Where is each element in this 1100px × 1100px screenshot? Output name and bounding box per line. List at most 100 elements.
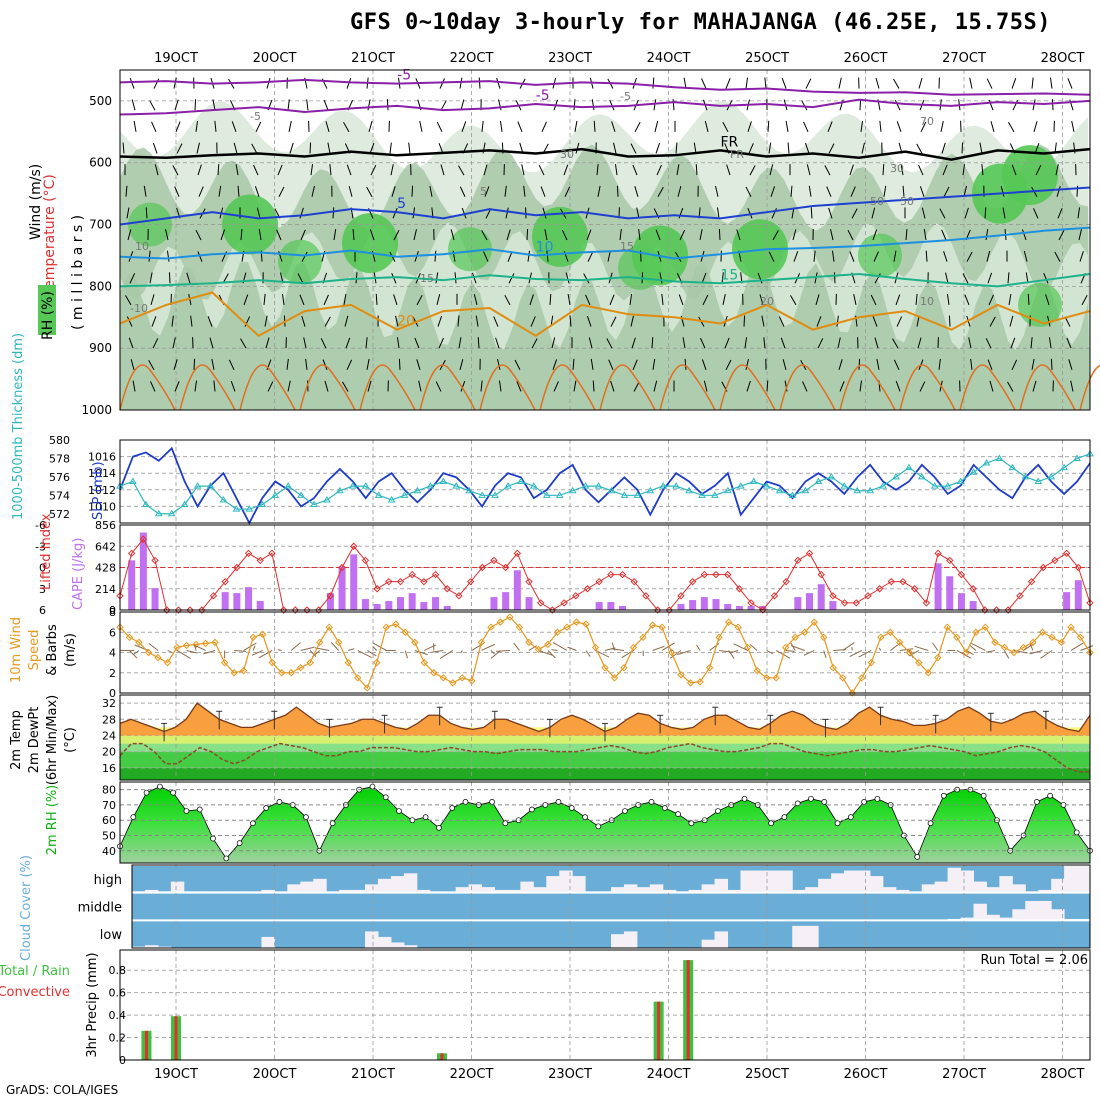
wind-barb [541,121,547,133]
wind-barb [1077,207,1081,219]
wind-barb [875,77,880,89]
contour-label: -5 [250,110,261,123]
wind-barb [828,207,833,219]
isotherm-label: 20 [397,314,415,330]
wind-barb [1007,381,1014,392]
wind-barb [193,358,196,370]
wind-barb [985,229,989,241]
temp-tick-label: 16 [102,762,116,775]
li-marker [127,549,136,558]
cloud-high-bar [170,881,185,893]
slp-tick-label: 1012 [88,484,116,497]
wind-barb [851,208,858,219]
wind-barb [389,142,392,154]
rh-point [223,855,230,862]
rh-point [210,835,216,842]
cloud-frame [131,864,1091,949]
li-marker [957,570,966,579]
wind-barb [744,337,748,349]
wind-speed-marker [943,623,952,631]
precip-tick-label: 0.2 [109,1032,127,1045]
rh-point [847,814,854,821]
wind10-barb [192,643,206,651]
wind-barb [961,142,964,154]
li-marker [303,606,311,614]
top-date-label: 25OCT [745,51,789,66]
cloud-high-bar [352,889,366,893]
wind-barb [286,358,289,370]
wind10-barb [513,642,520,651]
wind-barb [149,100,156,111]
cloud-high-bar [300,881,314,893]
wind-barb [718,228,721,241]
wind-speed-marker [601,663,609,672]
wind-barb [918,164,924,176]
lifted-index-axis-label: Lifted Index [39,513,54,590]
wind-barb [1010,337,1016,349]
isotherm-25-line [1079,364,1100,411]
wind-barb [596,164,599,176]
wind-barb [267,381,274,392]
wind-barb [747,121,752,132]
wind-barb [481,120,484,132]
cloud-high-bar [649,884,664,893]
wind-barb [484,186,490,197]
cloud-high-bar [714,878,729,893]
wind-barb [1057,207,1063,219]
cape-bar [490,597,498,610]
top-date-label: 26OCT [844,51,888,66]
rh-point [1073,829,1080,836]
isotherm-25-line [959,364,1016,411]
wind10-barb [733,643,748,651]
wind-barb [586,315,592,327]
contour-label: 15 [420,272,434,285]
wind10-barb [330,642,340,651]
wind-barb [514,359,521,371]
li-marker [1004,606,1012,614]
contour-label: 50 [900,195,914,208]
wind-speed-marker [1076,633,1085,642]
wind-barb [197,164,202,176]
wind-speed-marker [591,643,600,652]
li-marker [174,606,183,614]
wind-barb [497,358,501,370]
wind-barb [946,293,950,305]
wind-barb [540,186,546,197]
wind-barb [592,380,595,392]
cape-bar [1063,592,1071,610]
wind-barb [435,272,439,284]
wind-barb [679,229,686,241]
wind-barb [521,164,525,176]
wind-barb [715,185,719,197]
wind-barb [923,229,927,241]
wind-barb [989,316,996,327]
wind-speed-marker [515,623,524,631]
cape-bar [747,606,755,610]
wind-speed-marker [953,633,961,642]
cape-bar [502,592,510,610]
li-marker [677,592,685,600]
li-tick-label: 0 [39,562,46,575]
li-marker [934,549,942,558]
wind-barb [265,337,270,349]
wind-barb [508,273,515,284]
wind-barb [369,229,375,241]
bottom-date-label: 28OCT [1041,1067,1085,1082]
cloud-low-bar [144,945,159,948]
wind-barb [346,164,352,176]
wind-speed-marker [620,663,628,672]
wind-barb [299,207,304,219]
wind-barb [1070,380,1074,392]
wind-speed-marker [363,684,371,692]
cape-bar [619,606,627,610]
isotherm-label: 5 [397,196,406,212]
cloud-high-bar [455,887,470,893]
cape-tick-label: 428 [95,562,116,575]
wind-barb [289,142,294,154]
wind-barb [561,229,568,241]
temp-tick-label: 32 [102,697,116,710]
li-marker [747,599,755,607]
grads-credit: GrADS: COLA/IGES [6,1083,119,1097]
thickness-tick-label: 572 [49,508,70,521]
upper-air-frame [119,69,1091,411]
